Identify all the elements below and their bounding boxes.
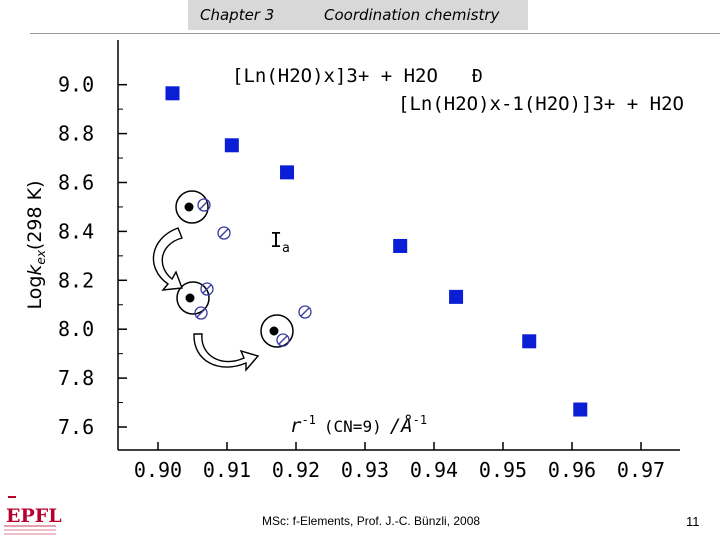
y-axis-label-rest: (298 K) — [24, 180, 46, 250]
x-tick-label: 0.95 — [479, 458, 527, 482]
curved-arrow-right-icon — [193, 333, 260, 372]
data-point-square — [280, 165, 295, 180]
y-tick-label: 8.0 — [58, 317, 94, 341]
data-point-square — [393, 238, 408, 253]
topic-label: Coordination chemistry — [324, 6, 500, 24]
mechanism-base: I — [270, 228, 282, 252]
data-points-group — [165, 86, 588, 417]
x-axis-label-cn: (CN=9) — [324, 417, 382, 436]
x-tick-label: 0.93 — [341, 458, 389, 482]
y-axis-label-k: k — [24, 264, 46, 276]
mechanism-sub: a — [282, 241, 290, 256]
x-tick-label: 0.91 — [203, 458, 251, 482]
page-number: 11 — [686, 514, 700, 529]
equation-right: [Ln(H2O)x-1(H2O)]3+ + H2O — [398, 93, 684, 115]
y-ticks-group: 7.6 7.8 8.0 8.2 8.4 8.6 8.8 9.0 — [58, 73, 127, 439]
data-point-square — [165, 86, 180, 101]
y-tick-label: 8.8 — [58, 122, 94, 146]
curved-arrow-down-icon — [152, 227, 183, 291]
y-tick-label: 9.0 — [58, 73, 94, 97]
epfl-logo: EPFL — [4, 496, 62, 535]
mechanism-label: Ia — [270, 228, 290, 256]
x-tick-label: 0.96 — [548, 458, 596, 482]
x-axis-label-unit: /Å — [390, 414, 413, 437]
x-axis-label: r-1 (CN=9)/Å-1 — [290, 413, 427, 437]
axes-group — [117, 40, 680, 451]
x-tick-label: 0.97 — [617, 458, 665, 482]
data-point-square — [449, 289, 464, 304]
footer-credit: MSc: f-Elements, Prof. J.-C. Bünzli, 200… — [262, 514, 481, 528]
y-axis-label-sub: ex — [34, 249, 48, 264]
transition-complex — [176, 281, 214, 320]
slide-header: Chapter 3 Coordination chemistry — [188, 0, 528, 30]
equilibrium-symbol: Ð — [472, 66, 483, 87]
y-axis-label-log: Log — [24, 276, 46, 310]
header-divider — [30, 33, 720, 34]
product-complex — [260, 305, 312, 348]
data-point-square — [224, 138, 239, 153]
x-ticks-group: 0.90 0.91 0.92 0.93 0.94 0.95 0.96 0.97 — [134, 442, 665, 482]
y-tick-label: 8.2 — [58, 268, 94, 292]
y-tick-label: 8.6 — [58, 171, 94, 195]
mechanism-diagram — [152, 190, 312, 372]
logo-text: EPFL — [6, 505, 62, 527]
data-point-square — [522, 334, 537, 349]
y-axis-label: Logkex(298 K) — [24, 180, 48, 309]
x-axis-label-base: r — [290, 415, 302, 437]
x-tick-label: 0.90 — [134, 458, 182, 482]
chapter-label: Chapter 3 — [200, 6, 275, 24]
equation-left: [Ln(H2O)x]3+ + H2O — [232, 65, 438, 87]
x-axis-label-exp: -1 — [301, 413, 315, 427]
y-tick-label: 7.8 — [58, 366, 94, 390]
reactant-complex — [175, 190, 231, 240]
y-tick-label: 8.4 — [58, 219, 94, 243]
data-point-square — [573, 402, 588, 417]
x-tick-label: 0.92 — [272, 458, 320, 482]
y-tick-label: 7.6 — [58, 415, 94, 439]
x-tick-label: 0.94 — [410, 458, 458, 482]
x-axis-label-unit-exp: -1 — [413, 413, 427, 427]
